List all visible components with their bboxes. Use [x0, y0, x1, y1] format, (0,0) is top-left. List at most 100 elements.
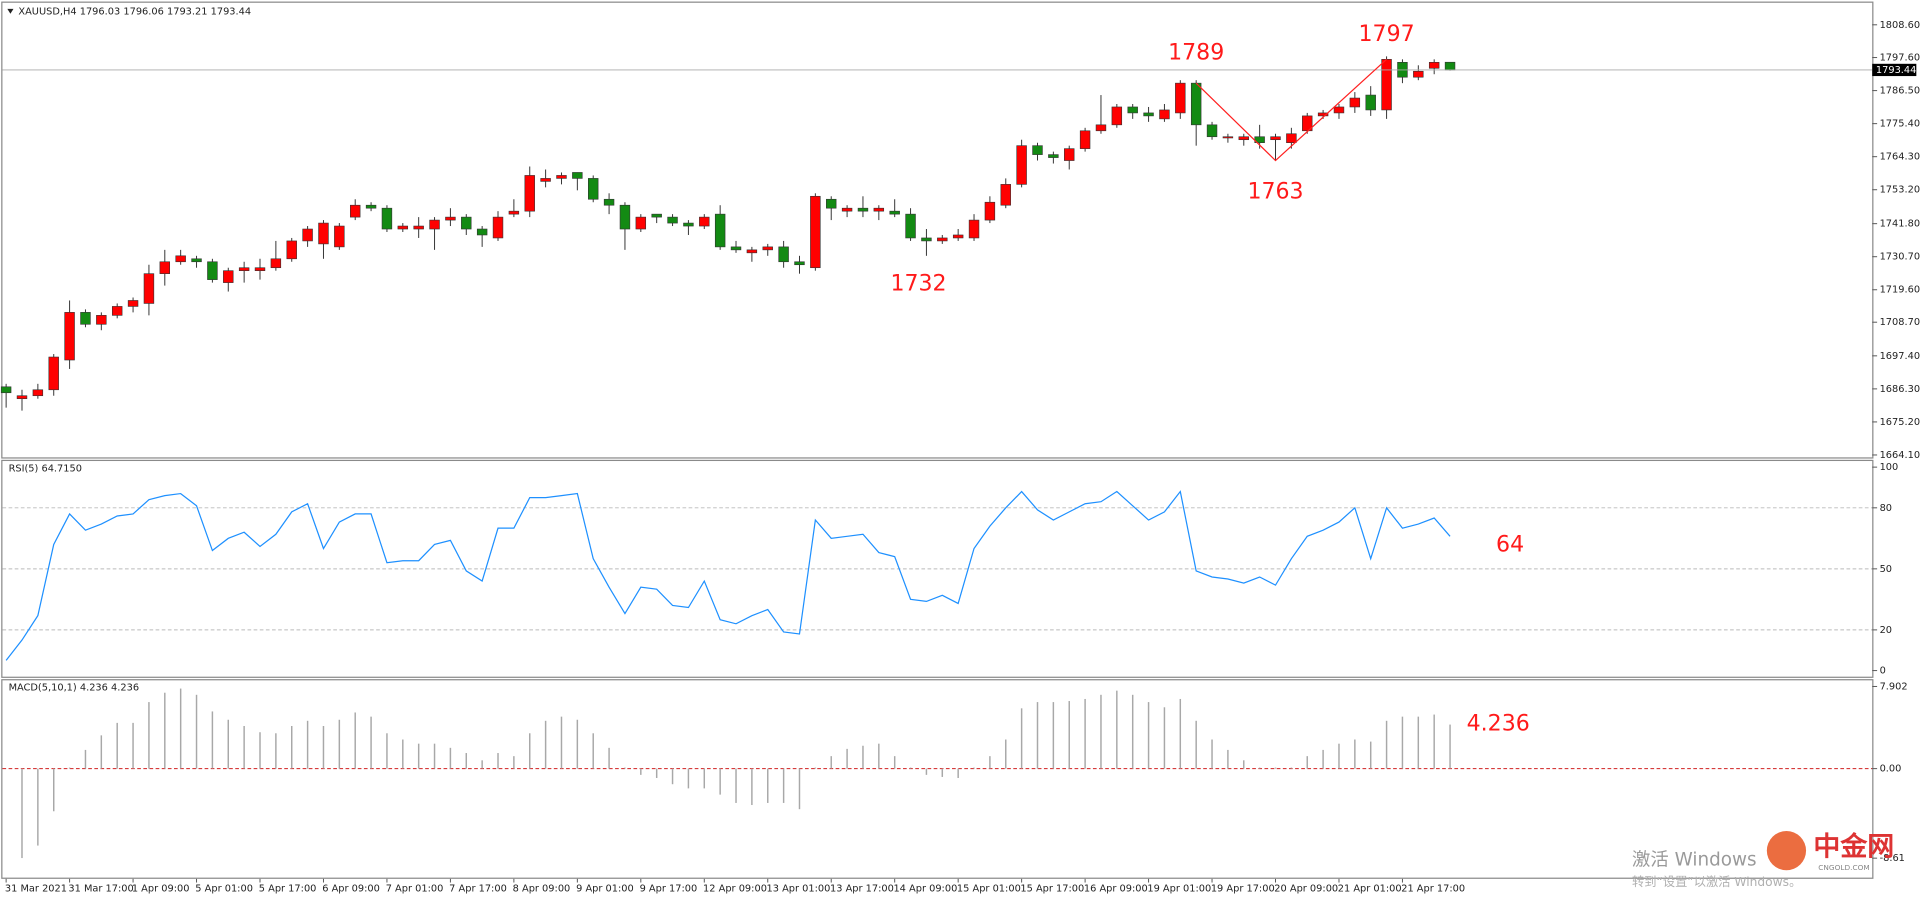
x-tick-label: 16 Apr 09:00 [1084, 884, 1148, 895]
candle-body [556, 175, 567, 179]
rsi-annotation: 64 [1496, 532, 1524, 557]
candle-body [270, 258, 282, 269]
candle-body [540, 178, 551, 182]
candle-body [1286, 133, 1297, 143]
candle-body [1127, 106, 1138, 114]
candle-body [762, 246, 773, 251]
x-tick-label: 15 Apr 17:00 [1020, 884, 1084, 895]
candle-body [413, 225, 424, 230]
candle-body [968, 219, 980, 239]
x-tick-label: 21 Apr 17:00 [1401, 884, 1465, 895]
candle-body [365, 204, 377, 209]
x-tick-label: 7 Apr 17:00 [449, 884, 507, 895]
candle-body [16, 395, 28, 400]
candle-body [730, 246, 742, 251]
x-tick-label: 19 Apr 01:00 [1147, 884, 1211, 895]
candle-body [127, 300, 139, 307]
candle-body [238, 267, 250, 272]
candle-body [905, 213, 916, 239]
candle-body [445, 216, 456, 221]
candle-body [1222, 136, 1234, 139]
candle-body [1444, 61, 1456, 71]
candle-body [1064, 148, 1075, 161]
candle-body [984, 201, 996, 221]
x-tick-label: 31 Mar 17:00 [68, 884, 133, 895]
y-tick-label: 1764.30 [1880, 152, 1920, 163]
y-tick-label: 0 [1880, 666, 1886, 677]
y-tick-label: -8.61 [1880, 853, 1905, 864]
candle-body [175, 255, 186, 263]
candle-body [302, 228, 313, 242]
candle-body [619, 204, 631, 230]
candle-body [921, 237, 932, 242]
candle-body [667, 216, 678, 224]
candle-body [1349, 97, 1361, 108]
y-tick-label: 50 [1880, 564, 1892, 575]
candle-body [1159, 109, 1170, 120]
candle-body [1302, 115, 1313, 132]
y-tick-label: 0.00 [1880, 764, 1902, 775]
price-annotation: 1763 [1247, 179, 1303, 204]
candle-body [572, 172, 583, 179]
candle-body [1000, 184, 1011, 206]
candle-body [826, 198, 837, 209]
y-tick-label: 1730.70 [1880, 252, 1920, 263]
main-header: XAUUSD,H4 1796.03 1796.06 1793.21 1793.4… [18, 6, 251, 17]
candle-body [32, 389, 44, 397]
candle-body [397, 225, 409, 230]
candle-body [191, 258, 202, 263]
candle-body [429, 219, 440, 230]
watermark-sub: 转到“设置”以激活 Windows。 [1632, 874, 1801, 889]
x-tick-label: 31 Mar 2021 [5, 884, 67, 895]
candle-body [64, 312, 75, 361]
macd-header: MACD(5,10,1) 4.236 4.236 [9, 683, 140, 694]
candle-body [746, 249, 758, 254]
candle-body [318, 222, 329, 245]
logo-sub: CNGOLD.COM [1818, 863, 1869, 872]
candle-body [48, 356, 59, 391]
candle-body [508, 210, 520, 215]
candle-body [603, 198, 615, 206]
current-price-label: 1793.44 [1876, 65, 1917, 76]
logo-text: 中金网 [1813, 831, 1894, 863]
candle-body [1048, 154, 1059, 158]
candle-body [461, 216, 472, 230]
logo-icon [1766, 831, 1807, 871]
y-tick-label: 20 [1880, 625, 1892, 636]
y-tick-label: 1686.30 [1880, 384, 1920, 395]
candle-body [873, 207, 885, 212]
candle-body [889, 210, 900, 215]
macd-annotation: 4.236 [1467, 712, 1530, 737]
candle-body [778, 246, 789, 263]
y-tick-label: 80 [1880, 503, 1892, 514]
candle-body [524, 175, 535, 212]
y-tick-label: 1697.40 [1880, 351, 1920, 362]
candle-body [1095, 124, 1107, 132]
y-tick-label: 1808.60 [1880, 20, 1920, 31]
candle-body [1333, 106, 1345, 114]
y-tick-label: 1786.50 [1880, 86, 1920, 97]
candle-body [1413, 70, 1424, 78]
candle-body [207, 261, 218, 280]
candle-body [1016, 145, 1027, 185]
candle-body [1175, 82, 1186, 114]
candle-body [334, 225, 345, 248]
rsi-line [5, 490, 1451, 661]
price-annotation: 1797 [1359, 22, 1415, 47]
y-tick-label: 1664.10 [1880, 450, 1920, 461]
candle-body [810, 195, 821, 269]
candle-body [1365, 94, 1376, 111]
candle-body [683, 222, 694, 227]
candle-body [857, 207, 869, 212]
macd-panel [1, 679, 1874, 879]
x-tick-label: 1 Apr 09:00 [132, 884, 190, 895]
price-annotation: 1789 [1168, 41, 1224, 66]
menu-arrow[interactable] [7, 8, 14, 14]
candle-body [1270, 136, 1281, 141]
candle-body [143, 273, 155, 304]
candle-body [476, 228, 488, 236]
y-tick-label: 1708.70 [1880, 317, 1920, 328]
x-tick-label: 9 Apr 01:00 [576, 884, 634, 895]
candle-body [1206, 124, 1218, 138]
